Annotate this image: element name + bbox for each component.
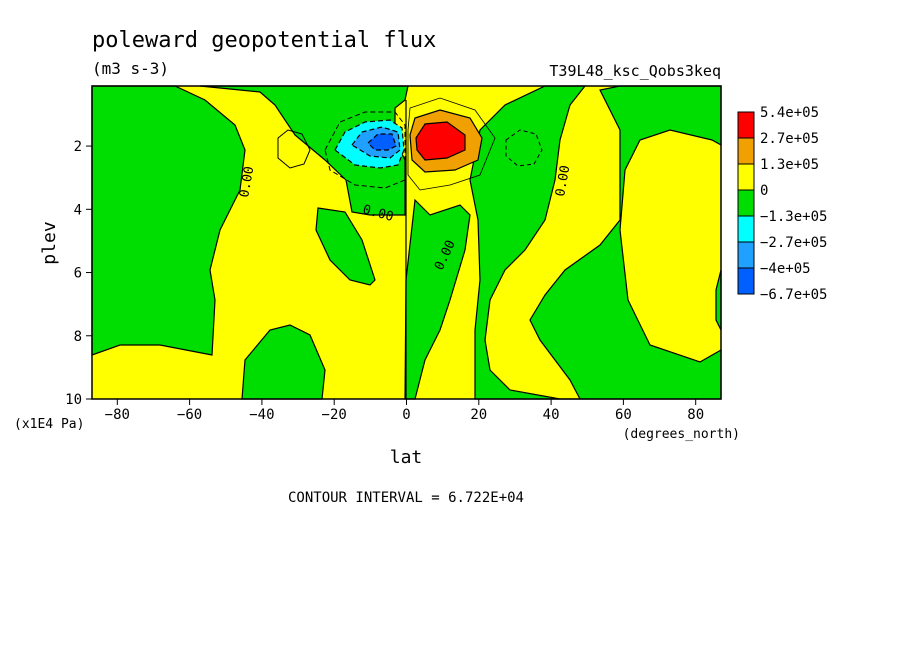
x-axis-label: lat <box>390 447 423 468</box>
negative-region-sh-mid <box>315 207 376 286</box>
colorbar-label: 0 <box>760 183 768 199</box>
contour-label: 0.00 <box>237 165 257 198</box>
x-tick-label: −20 <box>322 407 347 423</box>
positive-core-inner <box>415 121 466 161</box>
x-tick-label: 60 <box>615 407 632 423</box>
negative-region-sh-upper <box>199 85 409 216</box>
colorbar-swatch <box>737 215 755 243</box>
contour-label: 0.00 <box>553 164 573 197</box>
colorbar-swatch <box>737 163 755 191</box>
y-axis: 2 4 6 8 10 <box>65 139 92 408</box>
run-label: T39L48_ksc_Qobs3keq <box>549 62 721 80</box>
x-tick-label: −40 <box>249 407 274 423</box>
colorbar-label: 2.7e+05 <box>760 131 819 147</box>
y-axis-label: plev <box>39 221 60 264</box>
colorbar-swatch <box>737 267 755 295</box>
colorbar-label: −1.3e+05 <box>760 209 827 225</box>
negative-dashed-contour <box>324 111 406 189</box>
colorbar-swatch <box>737 111 755 139</box>
x-tick-label: 0 <box>402 407 410 423</box>
contour-loop-nh <box>505 129 543 167</box>
negative-region-sh-lower <box>241 324 326 400</box>
contour-interval-note: CONTOUR INTERVAL = 6.722E+04 <box>288 490 524 506</box>
contour-loop-sh <box>277 129 311 169</box>
x-tick-label: −80 <box>105 407 130 423</box>
colorbar-swatch <box>737 137 755 165</box>
y-tick-label: 6 <box>74 266 82 282</box>
y-tick-label: 10 <box>65 392 82 408</box>
negative-region-sh-polar <box>91 85 246 356</box>
x-tick-label: 40 <box>543 407 560 423</box>
colorbar-swatch <box>737 189 755 217</box>
x-tick-label: 80 <box>687 407 704 423</box>
y-tick-label: 4 <box>74 202 82 218</box>
colorbar-label: −4e+05 <box>760 261 811 277</box>
negative-region-eq-lower <box>404 198 471 400</box>
x-axis: −80 −60 −40 −20 0 20 40 60 80 <box>105 399 704 423</box>
colorbar-label: −6.7e+05 <box>760 287 827 303</box>
x-tick-label: −60 <box>177 407 202 423</box>
colorbar-label: 1.3e+05 <box>760 157 819 173</box>
chart-title: poleward geopotential flux <box>92 28 436 53</box>
plot-area: 0.00 0.00 0.00 0.00 <box>91 85 722 400</box>
units-label: (m3 s-3) <box>92 59 169 78</box>
y-tick-label: 2 <box>74 139 82 155</box>
x-axis-units: (degrees_north) <box>623 427 740 442</box>
y-axis-units: (x1E4 Pa) <box>14 417 84 432</box>
negative-core-inner <box>367 133 397 151</box>
colorbar-label: −2.7e+05 <box>760 235 827 251</box>
colorbar-swatch <box>737 241 755 269</box>
x-tick-label: 20 <box>470 407 487 423</box>
colorbar: 5.4e+05 2.7e+05 1.3e+05 0 −1.3e+05 −2.7e+05 −4… <box>737 105 827 303</box>
y-tick-label: 8 <box>74 329 82 345</box>
colorbar-label: 5.4e+05 <box>760 105 819 121</box>
positive-thin-contour <box>407 97 496 191</box>
